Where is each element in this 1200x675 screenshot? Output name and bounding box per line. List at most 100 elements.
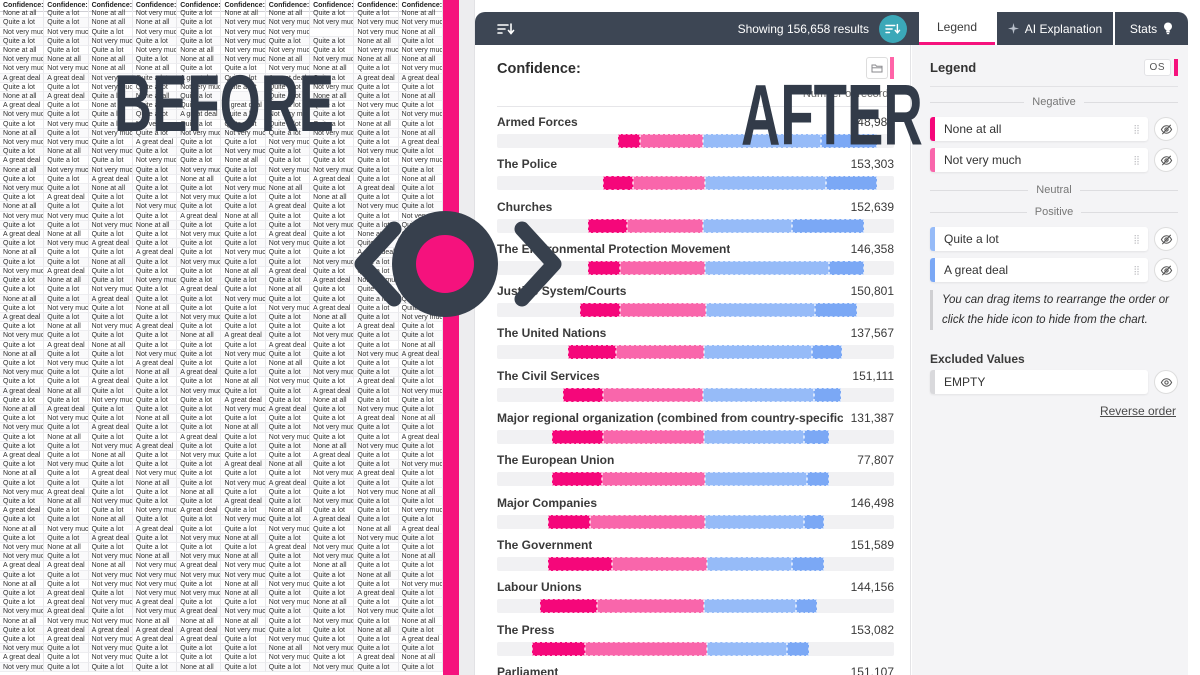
show-eye-button[interactable] <box>1154 370 1178 395</box>
drag-handle-icon[interactable]: ⣿ <box>1133 154 1140 165</box>
bar-segment[interactable] <box>704 472 808 487</box>
table-cell: Not very much <box>132 202 178 212</box>
sort-icon[interactable] <box>497 21 515 37</box>
bar-segment[interactable] <box>792 556 825 571</box>
bar-segment[interactable] <box>804 514 825 529</box>
bar-segment[interactable] <box>702 218 793 233</box>
chart-row-head: The United Nations 137,567 <box>497 326 894 341</box>
bar-segment[interactable] <box>704 599 796 614</box>
bar-segment[interactable] <box>639 134 703 148</box>
tab-stats[interactable]: Stats <box>1115 12 1188 45</box>
table-cell: Quite a lot <box>44 570 89 580</box>
bar-segment[interactable] <box>611 556 707 571</box>
bar-segment[interactable] <box>619 260 705 275</box>
bar-segment[interactable] <box>617 134 640 148</box>
table-cell: Quite a lot <box>0 441 45 451</box>
table-cell: Quite a lot <box>132 312 178 323</box>
bar-segment[interactable] <box>547 514 590 529</box>
bar-segment[interactable] <box>620 303 706 318</box>
legend-item[interactable]: None at all ⣿ <box>930 117 1148 141</box>
bar-segment[interactable] <box>547 556 612 571</box>
drag-handle-icon[interactable]: ⣿ <box>1133 123 1140 134</box>
bar-segment[interactable] <box>702 134 822 148</box>
table-cell: Quite a lot <box>88 662 133 672</box>
bar-segment[interactable] <box>814 303 858 318</box>
drag-handle-icon[interactable]: ⣿ <box>1133 264 1140 275</box>
legend-item[interactable]: Not very much ⣿ <box>930 148 1148 172</box>
bar-segment[interactable] <box>539 599 597 614</box>
bar-segment[interactable] <box>704 176 827 191</box>
bar-segment[interactable] <box>602 387 703 402</box>
bar-segment[interactable] <box>562 387 603 402</box>
chart-row: Churches 152,639 <box>497 200 894 242</box>
legend-item[interactable]: Quite a lot ⣿ <box>930 227 1148 251</box>
hide-eye-button[interactable] <box>1154 258 1178 282</box>
bar-segment[interactable] <box>821 134 877 148</box>
bar-segment[interactable] <box>584 641 708 656</box>
table-cell: None at all <box>177 46 222 56</box>
legend-item[interactable]: EMPTY⣿ <box>930 370 1148 395</box>
table-cell: None at all <box>398 653 443 663</box>
hide-eye-button[interactable] <box>1154 148 1178 172</box>
bar-segment[interactable] <box>531 641 585 656</box>
hide-eye-button[interactable] <box>1154 117 1178 141</box>
table-cell: None at all <box>221 423 266 433</box>
bar-segment[interactable] <box>787 641 810 656</box>
tab-legend[interactable]: Legend <box>919 12 995 45</box>
table-cell: Quite a lot <box>0 239 45 249</box>
bar-segment[interactable] <box>704 345 812 360</box>
bar-segment[interactable] <box>602 430 705 445</box>
bar-segment[interactable] <box>707 641 788 656</box>
bar-segment[interactable] <box>587 218 627 233</box>
bar-segment[interactable] <box>826 176 877 191</box>
table-cell <box>221 92 266 102</box>
chart-row-value: 152,639 <box>850 199 894 214</box>
bar-segment[interactable] <box>551 430 603 445</box>
hide-eye-button[interactable] <box>1154 227 1178 251</box>
bar-segment[interactable] <box>616 345 705 360</box>
folder-button[interactable] <box>866 57 888 79</box>
bar-segment[interactable] <box>551 472 602 487</box>
bar-segment[interactable] <box>814 387 842 402</box>
bar-segment[interactable] <box>792 218 865 233</box>
bar-segment[interactable] <box>601 472 705 487</box>
bar-segment[interactable] <box>632 176 705 191</box>
os-badge[interactable]: OS <box>1143 59 1171 76</box>
bar-segment[interactable] <box>807 472 830 487</box>
drag-handle-icon[interactable]: ⣿ <box>1133 233 1140 244</box>
bar-segment[interactable] <box>602 176 633 191</box>
bar-segment[interactable] <box>706 556 793 571</box>
bar-segment[interactable] <box>704 514 805 529</box>
table-cell: None at all <box>310 312 355 323</box>
tab-ai-explanation[interactable]: AI Explanation <box>997 12 1113 45</box>
bar-segment[interactable] <box>829 260 865 275</box>
bar-segment[interactable] <box>626 218 703 233</box>
bar-segment[interactable] <box>811 345 842 360</box>
sort-results-button[interactable] <box>879 14 907 43</box>
table-cell: Not very much <box>221 404 266 415</box>
bar-segment[interactable] <box>596 599 705 614</box>
bar-segment[interactable] <box>704 260 830 275</box>
legend-item[interactable]: A great deal ⣿ <box>930 258 1148 282</box>
chart-row: Parliament 151,107 <box>497 665 894 675</box>
table-cell: Not very much <box>221 607 266 617</box>
table-cell: Not very much <box>221 294 266 304</box>
bar-segment[interactable] <box>705 303 815 318</box>
bar-segment[interactable] <box>702 387 815 402</box>
bar-segment[interactable] <box>795 599 817 614</box>
reverse-order-link[interactable]: Reverse order <box>1099 404 1176 419</box>
bar-segment[interactable] <box>589 514 705 529</box>
table-cell: Not very much <box>177 82 222 93</box>
table-cell: Quite a lot <box>177 377 222 387</box>
bar-segment[interactable] <box>579 303 621 318</box>
table-cell: Not very much <box>310 331 355 341</box>
table-cell: Quite a lot <box>265 257 311 267</box>
excluded-values-title: Excluded Values <box>930 352 1025 367</box>
table-cell: Quite a lot <box>0 18 45 28</box>
bar-segment[interactable] <box>587 260 620 275</box>
bar-segment[interactable] <box>567 345 617 360</box>
bar-segment[interactable] <box>803 430 829 445</box>
table-cell: Quite a lot <box>44 36 89 47</box>
table-cell: Quite a lot <box>310 625 355 636</box>
bar-segment[interactable] <box>704 430 804 445</box>
